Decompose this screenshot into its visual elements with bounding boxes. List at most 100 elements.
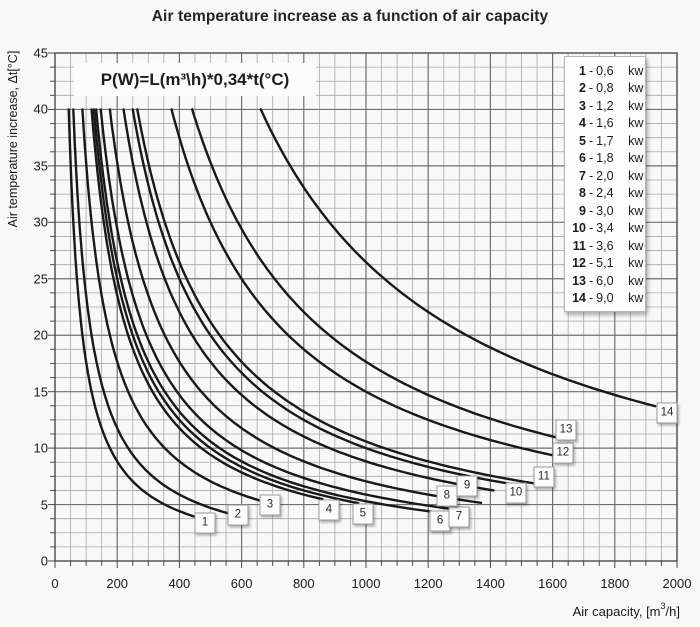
legend-value: 3,6 xyxy=(596,238,614,253)
legend-num: 10 xyxy=(572,221,586,236)
legend-value: 3,0 xyxy=(596,203,614,218)
legend-num: 12 xyxy=(572,256,586,271)
legend-unit: kw xyxy=(628,63,644,78)
legend-num: 6 xyxy=(579,151,586,166)
legend-unit: kw xyxy=(628,203,644,218)
curve-label-6: 6 xyxy=(429,510,451,532)
legend-row-7: 7-2,0 kw xyxy=(565,167,645,185)
legend-dash: - xyxy=(589,116,594,131)
legend-row-9: 9-3,0 kw xyxy=(565,202,645,220)
y-tick-label-5: 5 xyxy=(40,497,48,513)
x-tick-label-1000: 1000 xyxy=(351,576,381,591)
curve-label-8: 8 xyxy=(436,485,458,507)
y-tick-label-40: 40 xyxy=(33,101,48,117)
y-axis-title: Air temperature increase, Δt[°C] xyxy=(6,50,20,228)
legend-dash: - xyxy=(589,133,594,148)
legend-value: 3,4 xyxy=(596,221,614,236)
curve-9 xyxy=(122,108,495,492)
legend-unit: kw xyxy=(628,291,644,306)
curve-label-11: 11 xyxy=(533,466,555,488)
legend-row-12: 12-5,1 kw xyxy=(565,255,645,273)
legend-dash: - xyxy=(589,168,594,183)
curve-label-2: 2 xyxy=(227,504,249,526)
legend-dash: - xyxy=(589,186,594,201)
legend-unit: kw xyxy=(628,168,644,183)
legend-value: 1,8 xyxy=(596,151,614,166)
y-tick-label-0: 0 xyxy=(40,553,48,569)
legend-unit: kw xyxy=(628,133,644,148)
legend-unit: kw xyxy=(628,221,644,236)
legend-value: 2,4 xyxy=(596,186,614,201)
x-tick-label-600: 600 xyxy=(230,576,253,591)
x-tick-label-1400: 1400 xyxy=(475,576,505,591)
curve-3 xyxy=(81,108,271,505)
y-tick-label-35: 35 xyxy=(33,158,48,174)
curve-label-5: 5 xyxy=(352,503,374,525)
legend-value: 1,2 xyxy=(596,98,614,113)
legend-value: 1,7 xyxy=(596,133,614,148)
legend-unit: kw xyxy=(628,98,644,113)
legend-box: 1-0,6 kw 2-0,8 kw 3-1,2 kw 4-1,6 kw 5-1,7 kw 6-1,8… xyxy=(564,56,646,312)
curve-12 xyxy=(170,108,564,459)
legend-row-5: 5-1,7 kw xyxy=(565,132,645,150)
legend-dash: - xyxy=(589,98,594,113)
legend-unit: kw xyxy=(628,116,644,131)
curve-label-1: 1 xyxy=(194,512,216,534)
x-tick-label-800: 800 xyxy=(292,576,315,591)
legend-row-6: 6-1,8 kw xyxy=(565,150,645,168)
curve-label-12: 12 xyxy=(552,442,574,464)
legend-num: 8 xyxy=(579,186,586,201)
legend-num: 1 xyxy=(579,63,586,78)
legend-unit: kw xyxy=(628,273,644,288)
legend-row-11: 11-3,6 kw xyxy=(565,237,645,255)
legend-value: 0,8 xyxy=(596,81,614,96)
x-axis-title-unit: /h] xyxy=(665,604,680,619)
curve-8 xyxy=(108,108,483,504)
legend-dash: - xyxy=(589,203,594,218)
plot-border xyxy=(54,52,678,562)
legend-unit: kw xyxy=(628,238,644,253)
legend-dash: - xyxy=(589,238,594,253)
legend-num: 14 xyxy=(572,291,586,306)
legend-num: 7 xyxy=(579,168,586,183)
legend-row-4: 4-1,6 kw xyxy=(565,115,645,133)
legend-num: 5 xyxy=(579,133,586,148)
x-tick-label-1200: 1200 xyxy=(413,576,443,591)
legend-unit: kw xyxy=(628,186,644,201)
y-tick-label-20: 20 xyxy=(33,327,48,343)
legend-row-2: 2-0,8 kw xyxy=(565,80,645,98)
legend-num: 9 xyxy=(579,203,586,218)
y-tick-label-30: 30 xyxy=(33,214,48,230)
legend-dash: - xyxy=(589,291,594,306)
legend-dash: - xyxy=(589,273,594,288)
legend-value: 2,0 xyxy=(596,168,614,183)
x-axis-title: Air capacity, [m3/h] xyxy=(500,601,680,619)
legend-dash: - xyxy=(589,221,594,236)
x-axis-title-text: Air capacity, [m xyxy=(572,604,661,619)
legend-row-14: 14-9,0 kw xyxy=(565,290,645,308)
legend-unit: kw xyxy=(628,151,644,166)
curve-label-4: 4 xyxy=(318,499,340,521)
x-tick-label-0: 0 xyxy=(51,576,59,591)
curve-label-13: 13 xyxy=(555,419,577,441)
legend-num: 11 xyxy=(572,238,586,253)
x-tick-label-1600: 1600 xyxy=(538,576,568,591)
legend-row-3: 3-1,2 kw xyxy=(565,97,645,115)
curve-5 xyxy=(92,108,360,505)
legend-row-8: 8-2,4 kw xyxy=(565,185,645,203)
legend-value: 1,6 xyxy=(596,116,614,131)
chart-title: Air temperature increase as a function o… xyxy=(151,8,549,25)
y-tick-label-10: 10 xyxy=(33,440,48,456)
legend-dash: - xyxy=(589,81,594,96)
curve-11 xyxy=(136,108,545,487)
legend-dash: - xyxy=(589,63,594,78)
legend-dash: - xyxy=(589,151,594,166)
legend-row-13: 13-6,0 kw xyxy=(565,272,645,290)
curve-14 xyxy=(259,108,657,408)
legend-value: 9,0 xyxy=(596,291,614,306)
curve-label-7: 7 xyxy=(448,506,470,528)
x-tick-label-2000: 2000 xyxy=(662,576,692,591)
y-tick-label-15: 15 xyxy=(33,384,48,400)
x-axis-title-superscript: 3 xyxy=(660,601,666,611)
